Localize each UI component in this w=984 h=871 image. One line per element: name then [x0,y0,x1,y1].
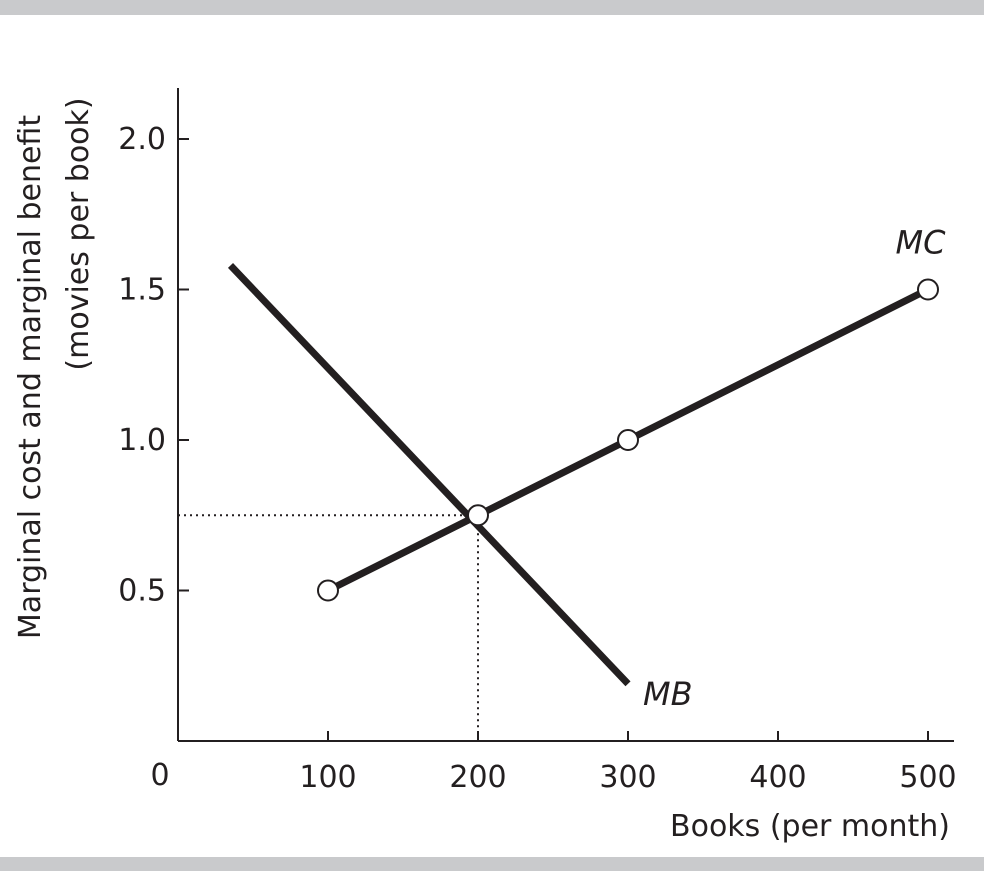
mc-point [617,429,639,451]
y-axis-title-line2: (movies per book) [61,97,96,370]
y-tick-label: 2.0 [118,122,166,157]
mc-point [467,504,489,527]
markers [317,278,939,602]
top-band [0,0,984,15]
series-labels: MC MB [643,223,946,713]
series [227,263,930,687]
x-tick-label: 400 [749,760,806,795]
x-tick-label: 300 [599,760,656,795]
x-tick-label: 500 [899,760,956,795]
mc-label: MC [896,223,947,261]
axes [177,88,954,742]
y-axis-title-line1: Marginal cost and marginal benefit [13,115,48,639]
origin-label: 0 [150,758,169,793]
x-tick-label: 100 [299,760,356,795]
mb-label: MB [643,675,693,713]
tick-marks [178,138,929,741]
mc-curve [326,286,930,594]
mb-curve [227,263,631,687]
x-axis-title: Books (per month) [670,809,950,844]
equilibrium-guides [178,514,479,741]
y-tick-label: 1.0 [118,423,166,458]
mc-point [917,278,939,301]
mc-point [317,579,339,602]
x-tick-label: 200 [449,760,506,795]
tick-labels: 100 200 300 400 500 0.5 1.0 1.5 2.0 [118,122,956,795]
bottom-band [0,857,984,871]
y-tick-label: 1.5 [118,273,166,308]
y-tick-label: 0.5 [118,574,166,609]
